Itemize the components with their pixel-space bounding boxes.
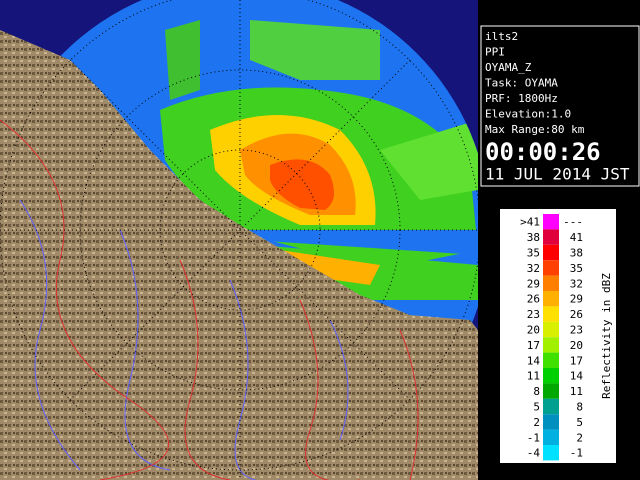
legend-low: 20	[527, 324, 540, 337]
legend-high: 17	[570, 354, 583, 367]
map	[0, 0, 478, 480]
legend-high: 35	[570, 262, 583, 275]
legend-title: Reflectivity in dBZ	[600, 273, 613, 399]
info-line: Max Range:80 km	[485, 123, 585, 136]
legend-low: 26	[527, 293, 540, 306]
info-line: ilts2	[485, 30, 518, 43]
legend-low: 23	[527, 308, 540, 321]
legend-high: 41	[570, 231, 583, 244]
info-line: PPI	[485, 46, 505, 59]
legend-high: 38	[570, 247, 583, 260]
legend-swatch	[543, 260, 559, 276]
rivers-and-borders	[0, 119, 419, 480]
legend-low: 29	[527, 277, 540, 290]
legend-low: 32	[527, 262, 540, 275]
legend-high: 11	[570, 385, 583, 398]
legend-swatch	[543, 352, 559, 368]
info-box	[480, 25, 640, 187]
legend-low: >41	[520, 216, 540, 229]
legend-swatch	[543, 321, 559, 338]
legend-high: 32	[570, 277, 583, 290]
legend-swatch	[543, 291, 559, 307]
info-line: Elevation:1.0	[485, 108, 571, 121]
legend-swatch	[543, 398, 559, 415]
legend-swatch	[543, 368, 559, 384]
info-line: OYAMA_Z	[485, 61, 532, 74]
legend-low: 11	[527, 370, 540, 383]
legend-swatch	[543, 229, 559, 245]
legend-swatch	[543, 214, 559, 230]
legend-high: 2	[576, 431, 583, 444]
legend-high: -1	[570, 447, 583, 460]
legend-swatch	[543, 244, 559, 261]
legend-low: -1	[527, 431, 540, 444]
legend-high: 5	[576, 416, 583, 429]
legend-high: 8	[576, 401, 583, 414]
legend-low: 14	[527, 354, 541, 367]
time: 00:00:26	[485, 138, 601, 166]
legend-low: 38	[527, 231, 540, 244]
legend-high: 20	[570, 339, 583, 352]
legend-low: 8	[533, 385, 540, 398]
legend-low: -4	[527, 447, 541, 460]
info-line: Task: OYAMA	[485, 77, 558, 90]
legend-swatch	[543, 429, 559, 445]
land	[0, 30, 478, 480]
legend-low: 5	[533, 401, 540, 414]
legend-low: 2	[533, 416, 540, 429]
legend-rows: >41 --- 38 41 35 38 32 35 29 32 26 29 23 26 20 23 17 20 14…	[520, 214, 584, 461]
legend-swatch	[543, 306, 559, 322]
legend-low: 17	[527, 339, 540, 352]
legend-high: 29	[570, 293, 583, 306]
legend-swatch	[543, 383, 559, 399]
legend-high: ---	[563, 216, 583, 229]
range-rings	[0, 0, 478, 480]
legend-swatch	[543, 337, 559, 353]
legend-swatch	[543, 275, 559, 291]
legend-low: 35	[527, 247, 540, 260]
legend-swatch	[543, 445, 559, 461]
date: 11 JUL 2014 JST	[485, 165, 630, 184]
echoes	[160, 20, 478, 300]
legend-swatch	[543, 414, 559, 430]
info-lines: ilts2 PPI OYAMA_Z Task: OYAMA PRF: 1800Hz Ele…	[485, 30, 585, 136]
legend-high: 14	[570, 370, 584, 383]
info-line: PRF: 1800Hz	[485, 92, 558, 105]
legend-high: 26	[570, 308, 583, 321]
legend-high: 23	[570, 324, 583, 337]
